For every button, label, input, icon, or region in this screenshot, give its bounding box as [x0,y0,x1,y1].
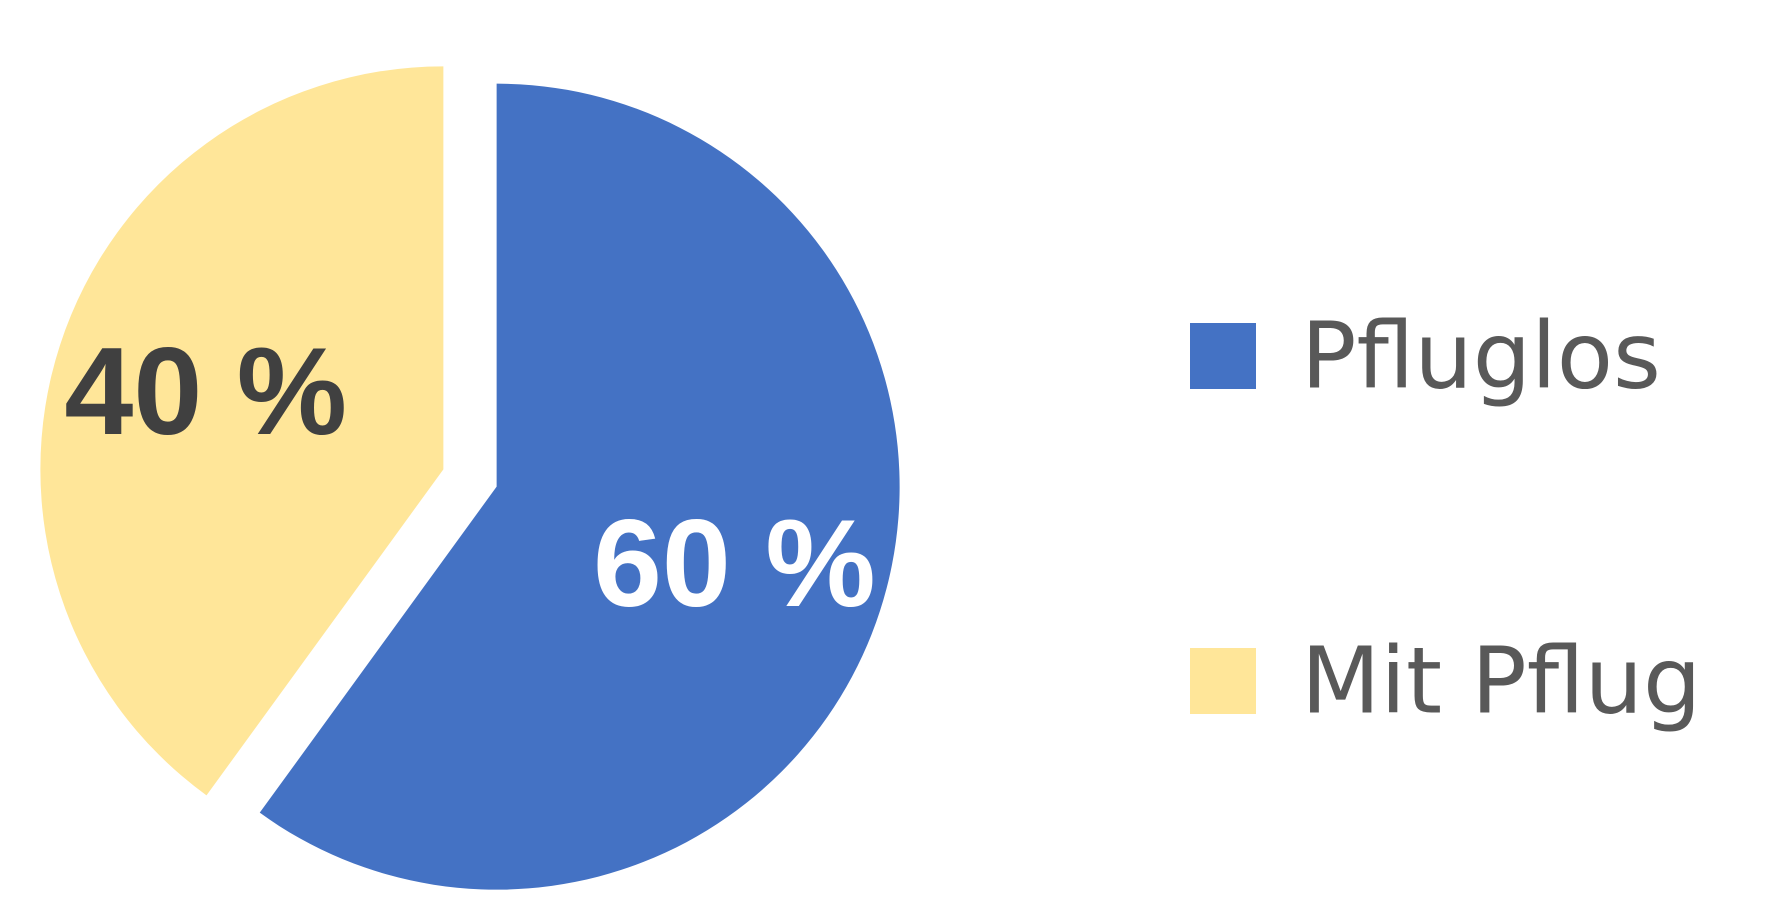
slice-label-1: 60 % [593,495,876,633]
legend-entry-1: Pfluglos [1190,303,1661,410]
legend-swatch [1190,323,1256,389]
legend-label: Mit Pflug [1301,628,1701,735]
legend-entry-2: Mit Pflug [1190,628,1701,735]
legend-label: Pfluglos [1301,303,1661,410]
slice-labels: 60 % 40 % [64,323,875,633]
pie-slices [40,66,900,890]
slice-label-2: 40 % [64,323,347,461]
legend-swatch [1190,648,1256,714]
pie-slice-1 [259,83,900,890]
pie-slice-2 [40,66,444,796]
legend: Pfluglos Mit Pflug [1190,303,1701,735]
